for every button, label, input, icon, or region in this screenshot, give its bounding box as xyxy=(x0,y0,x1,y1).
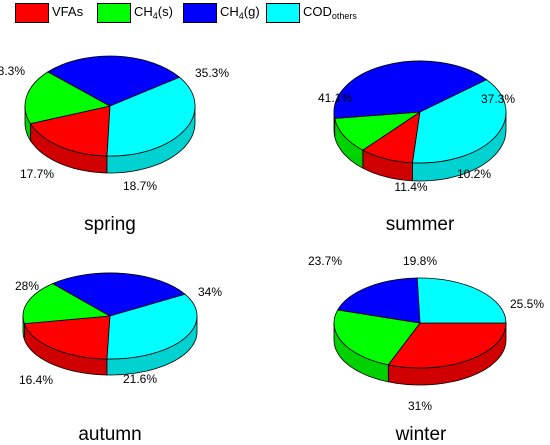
pie-slice xyxy=(333,309,421,366)
legend-swatch xyxy=(183,3,217,23)
pie-value-label: 19.8% xyxy=(403,254,437,268)
pie-title: winter xyxy=(395,424,447,445)
pie-value-label: 17.7% xyxy=(20,167,54,181)
pie-slice xyxy=(106,76,196,157)
legend-swatch xyxy=(97,3,131,23)
pie-slice xyxy=(29,105,111,157)
pie-slice xyxy=(106,293,198,360)
pie-title: spring xyxy=(84,214,136,235)
pie-chart: 18.7% 17.7% 28.3% 35.3% spring xyxy=(0,55,229,235)
legend-label: CH4(g) xyxy=(220,4,260,21)
pie-value-label: 28.3% xyxy=(0,64,25,78)
pie-slice xyxy=(51,272,186,317)
pie-chart: 21.6% 16.4% 28% 34% autumn xyxy=(15,272,222,445)
pie-chart: 10.2% 11.4% 41.1% 37.3% summer xyxy=(318,60,515,235)
pie-value-label: 18.7% xyxy=(123,179,157,193)
pie-slice xyxy=(337,277,421,324)
pie-value-label: 31% xyxy=(408,399,432,413)
legend-label: VFAs xyxy=(52,4,84,19)
pie-value-label: 41.1% xyxy=(318,91,352,105)
legend-label: CODothers xyxy=(303,4,357,21)
pie-value-label: 23.7% xyxy=(308,254,342,268)
pie-slice xyxy=(47,55,181,107)
pie-slice xyxy=(416,277,507,324)
legend-swatch xyxy=(266,3,300,23)
pie-slice xyxy=(412,79,507,164)
pie-title: summer xyxy=(386,214,455,235)
pie-value-label: 28% xyxy=(15,279,39,293)
pie-value-label: 16.4% xyxy=(19,373,53,387)
pie-value-label: 21.6% xyxy=(123,372,157,386)
pie-value-label: 25.5% xyxy=(510,297,544,311)
pie-value-label: 35.3% xyxy=(195,66,229,80)
legend-label: CH4(s) xyxy=(134,4,173,21)
pie-value-label: 11.4% xyxy=(394,180,427,194)
pie-slice xyxy=(22,283,112,325)
pie-slice xyxy=(23,315,111,360)
pie-title: autumn xyxy=(78,424,141,445)
pie-value-label: 10.2% xyxy=(457,167,491,181)
legend-swatch xyxy=(15,3,49,23)
pie-slice xyxy=(333,60,488,119)
pie-value-label: 34% xyxy=(198,285,222,299)
pie-slice xyxy=(387,322,507,369)
pie-chart: 31% 23.7% 19.8% 25.5% winter xyxy=(308,254,544,445)
pie-slice xyxy=(24,71,112,125)
pie-value-label: 37.3% xyxy=(481,92,515,106)
